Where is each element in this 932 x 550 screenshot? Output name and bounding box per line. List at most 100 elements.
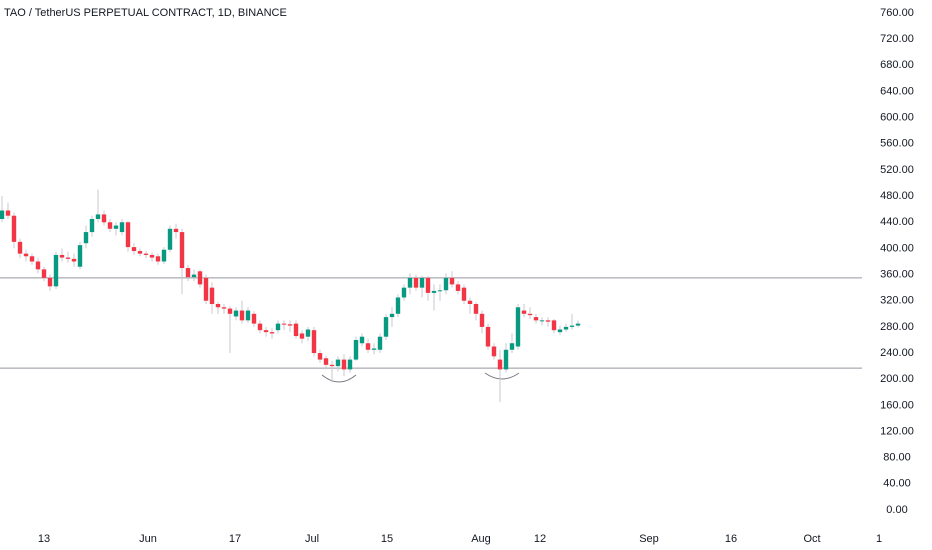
- candle-body: [341, 359, 347, 370]
- x-tick-label: 12: [534, 533, 546, 545]
- candle-body: [65, 257, 71, 259]
- candle-body: [137, 251, 143, 254]
- candle-body: [521, 310, 527, 314]
- candle-body: [5, 210, 11, 216]
- candle-body: [203, 277, 209, 301]
- candle-body: [431, 290, 437, 293]
- candle-body: [335, 359, 341, 367]
- y-tick-label: 520.00: [880, 164, 914, 176]
- y-tick-label: 40.00: [883, 478, 911, 490]
- candle-body: [527, 313, 533, 316]
- candle-body: [107, 222, 113, 229]
- candle-body: [89, 218, 95, 233]
- y-tick-label: 240.00: [880, 347, 914, 359]
- y-tick-label: 680.00: [880, 59, 914, 71]
- candle-body: [407, 277, 413, 288]
- candle-body: [125, 222, 131, 248]
- candle-body: [359, 336, 365, 344]
- candle-body: [221, 307, 227, 309]
- candle-body: [383, 317, 389, 337]
- candle-body: [371, 348, 377, 350]
- y-tick-label: 720.00: [880, 33, 914, 45]
- y-tick-label: 120.00: [880, 425, 914, 437]
- candle-body: [539, 320, 545, 322]
- x-tick-label: Oct: [803, 533, 820, 545]
- y-tick-label: 80.00: [883, 452, 911, 464]
- candle-body: [71, 258, 77, 262]
- candle-body: [509, 343, 515, 350]
- candle-body: [173, 228, 179, 233]
- candle-body: [317, 353, 323, 360]
- candle-body: [197, 271, 203, 285]
- candle-body: [77, 245, 83, 267]
- candle-body: [263, 330, 269, 333]
- y-tick-label: 0.00: [886, 504, 907, 516]
- candle-body: [515, 307, 521, 347]
- candle-body: [461, 287, 467, 301]
- candle-body: [191, 274, 197, 278]
- candle-body: [161, 249, 167, 262]
- candle-body: [557, 329, 563, 333]
- candle-body: [479, 313, 485, 327]
- candle-body: [287, 324, 293, 326]
- candle-body: [101, 214, 107, 223]
- y-tick-label: 560.00: [880, 138, 914, 150]
- candle-body: [437, 290, 443, 292]
- y-tick-label: 400.00: [880, 242, 914, 254]
- candle-body: [305, 329, 311, 337]
- x-tick-label: Aug: [471, 533, 491, 545]
- x-tick-label: 15: [381, 533, 393, 545]
- candle-body: [467, 300, 473, 305]
- x-tick-label: 17: [229, 533, 241, 545]
- candle-body: [365, 343, 371, 350]
- candle-body: [533, 317, 539, 321]
- candle-body: [0, 210, 5, 219]
- y-tick-label: 480.00: [880, 190, 914, 202]
- chart-title: TAO / TetherUS PERPETUAL CONTRACT, 1D, B…: [4, 7, 287, 19]
- candle-body: [83, 232, 89, 244]
- candle-body: [395, 297, 401, 314]
- candle-body: [545, 320, 551, 322]
- y-tick-label: 200.00: [880, 373, 914, 385]
- candle-body: [569, 325, 575, 327]
- candle-body: [503, 349, 509, 370]
- candle-body: [455, 284, 461, 291]
- candle-body: [167, 228, 173, 250]
- candle-body: [299, 333, 305, 339]
- y-tick-label: 760.00: [880, 7, 914, 19]
- candle-body: [419, 277, 425, 288]
- candle-body: [245, 310, 251, 321]
- candle-body: [149, 254, 155, 258]
- candle-body: [257, 323, 263, 331]
- x-tick-label: 16: [725, 533, 737, 545]
- y-tick-label: 160.00: [880, 399, 914, 411]
- candle-body: [29, 256, 35, 262]
- candle-body: [95, 214, 101, 219]
- candle-body: [563, 326, 569, 330]
- candle-body: [497, 359, 503, 370]
- x-tick-label: Sep: [639, 533, 659, 545]
- candle-body: [323, 358, 329, 365]
- candle-body: [35, 261, 41, 270]
- candle-body: [377, 336, 383, 350]
- candle-body: [59, 254, 65, 258]
- candle-body: [239, 310, 245, 321]
- y-tick-label: 320.00: [880, 295, 914, 307]
- candle-body: [491, 346, 497, 357]
- candle-body: [275, 323, 281, 331]
- candle-body: [119, 222, 125, 233]
- x-tick-label: 13: [38, 533, 50, 545]
- candle-body: [473, 304, 479, 314]
- candle-body: [425, 277, 431, 293]
- candle-body: [113, 225, 119, 229]
- candle-body: [251, 313, 257, 324]
- candle-body: [53, 254, 59, 287]
- y-tick-label: 600.00: [880, 112, 914, 124]
- candle-body: [155, 256, 161, 262]
- candle-body: [347, 359, 353, 370]
- candle-body: [329, 364, 335, 367]
- x-tick-label: 1: [876, 533, 882, 545]
- candle-body: [179, 232, 185, 269]
